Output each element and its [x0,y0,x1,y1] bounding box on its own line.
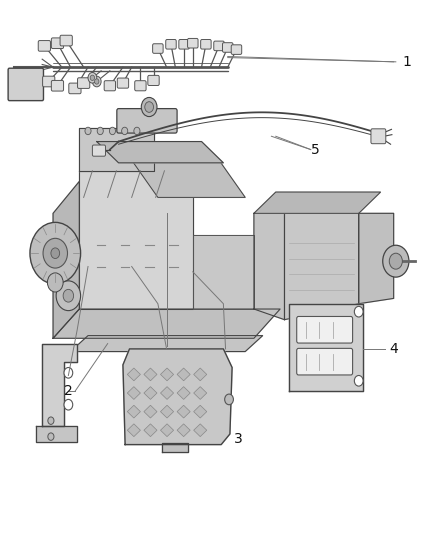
FancyBboxPatch shape [69,83,81,94]
Polygon shape [193,235,254,309]
Circle shape [134,127,140,135]
Circle shape [145,102,153,112]
Polygon shape [97,142,223,163]
Polygon shape [194,368,207,381]
Circle shape [383,245,409,277]
Circle shape [47,273,63,292]
Text: 5: 5 [311,142,319,157]
Circle shape [43,238,67,268]
Polygon shape [127,368,141,381]
Polygon shape [359,213,394,304]
Circle shape [64,368,73,378]
Polygon shape [71,336,263,352]
Polygon shape [144,405,157,418]
Circle shape [122,127,128,135]
FancyBboxPatch shape [51,80,64,91]
FancyBboxPatch shape [223,43,233,52]
Polygon shape [254,192,381,213]
Polygon shape [160,368,173,381]
Polygon shape [42,344,77,426]
FancyBboxPatch shape [51,38,64,49]
FancyBboxPatch shape [148,75,159,85]
FancyBboxPatch shape [38,41,50,51]
Polygon shape [254,213,285,320]
FancyBboxPatch shape [104,80,116,91]
Polygon shape [132,160,245,197]
Polygon shape [79,128,153,171]
Circle shape [141,98,157,117]
FancyBboxPatch shape [92,145,106,156]
Text: 3: 3 [234,432,243,446]
Polygon shape [123,349,232,445]
Circle shape [48,417,54,424]
Circle shape [85,127,91,135]
Polygon shape [127,405,141,418]
FancyBboxPatch shape [42,76,55,87]
Polygon shape [160,424,173,437]
Text: 1: 1 [403,55,411,69]
Polygon shape [177,368,190,381]
Polygon shape [127,424,141,437]
Polygon shape [53,309,280,338]
Polygon shape [160,386,173,399]
FancyBboxPatch shape [297,349,353,375]
Circle shape [64,399,73,410]
Circle shape [51,248,60,259]
Polygon shape [194,386,207,399]
Circle shape [90,75,95,80]
Polygon shape [160,405,173,418]
Polygon shape [53,181,79,338]
FancyBboxPatch shape [78,78,90,88]
Polygon shape [144,386,157,399]
FancyBboxPatch shape [297,317,353,343]
FancyBboxPatch shape [166,39,176,49]
Circle shape [30,222,81,284]
FancyBboxPatch shape [214,41,224,51]
Polygon shape [162,443,188,451]
Polygon shape [127,386,141,399]
Polygon shape [79,171,193,309]
FancyBboxPatch shape [371,129,386,144]
Polygon shape [144,424,157,437]
Text: 4: 4 [389,342,398,356]
Circle shape [95,79,99,84]
FancyBboxPatch shape [231,45,242,54]
Polygon shape [144,368,157,381]
Circle shape [354,375,363,386]
Circle shape [88,72,97,83]
Circle shape [389,253,403,269]
FancyBboxPatch shape [8,68,43,101]
Polygon shape [177,424,190,437]
Circle shape [225,394,233,405]
Circle shape [354,306,363,317]
FancyBboxPatch shape [117,109,177,133]
FancyBboxPatch shape [117,78,129,88]
Polygon shape [194,424,207,437]
FancyBboxPatch shape [152,44,163,53]
FancyBboxPatch shape [201,39,211,49]
Circle shape [97,127,103,135]
Polygon shape [285,213,359,320]
Polygon shape [177,386,190,399]
Polygon shape [177,405,190,418]
FancyBboxPatch shape [179,39,189,49]
Circle shape [110,127,116,135]
Circle shape [48,433,54,440]
Circle shape [56,281,81,311]
Polygon shape [35,426,77,442]
Polygon shape [289,304,363,391]
Polygon shape [194,405,207,418]
FancyBboxPatch shape [60,35,72,46]
Circle shape [63,289,74,302]
FancyBboxPatch shape [135,80,146,91]
FancyBboxPatch shape [187,38,198,48]
Text: 2: 2 [64,384,73,399]
Circle shape [92,76,101,87]
